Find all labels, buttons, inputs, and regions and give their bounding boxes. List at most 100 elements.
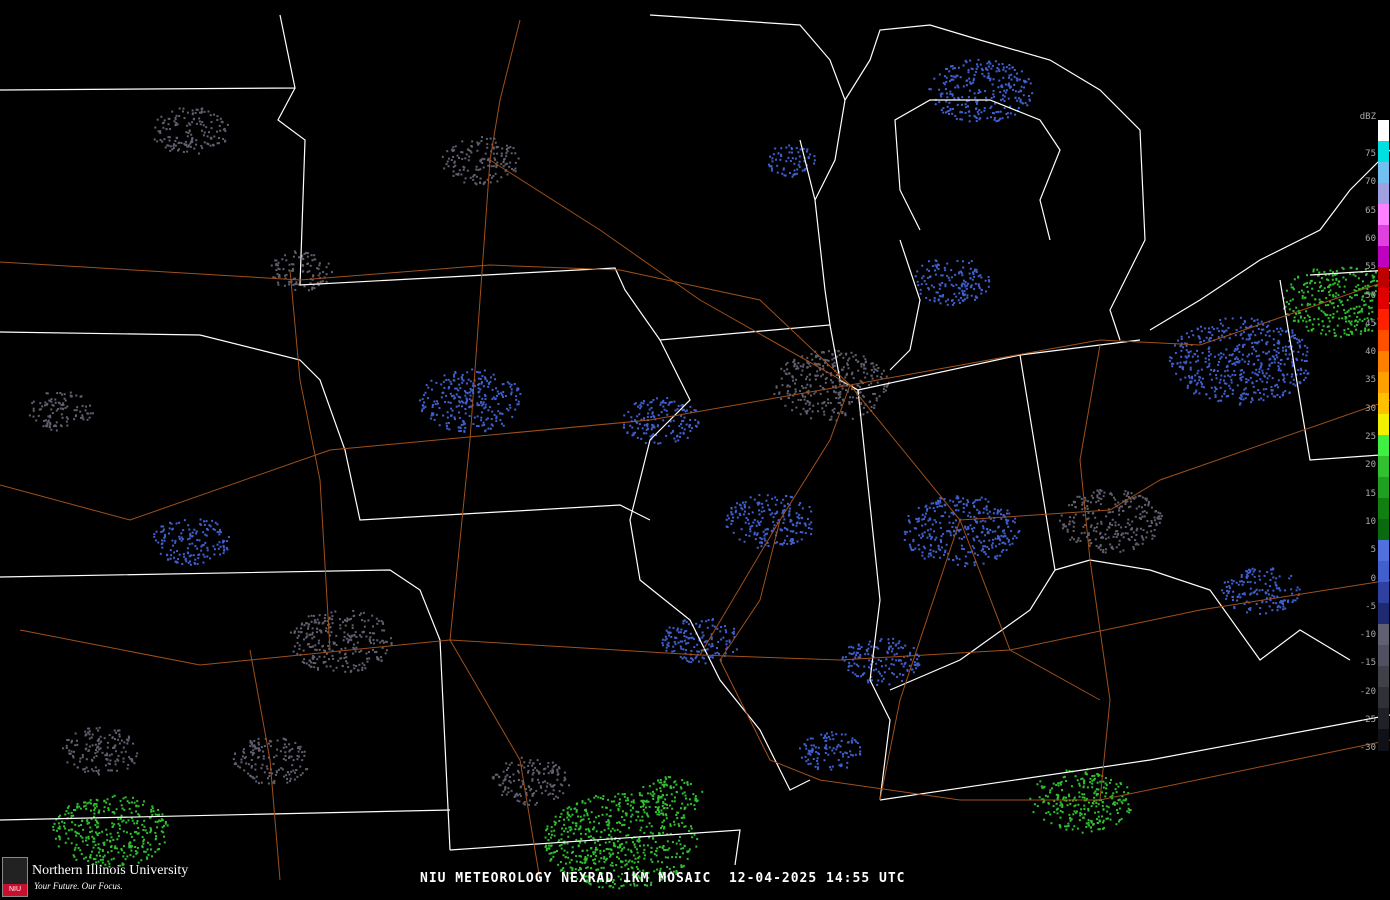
echo-pixel — [564, 778, 567, 781]
echo-pixel — [790, 146, 793, 149]
echo-pixel — [704, 662, 707, 665]
echo-pixel — [357, 669, 360, 672]
echo-pixel — [1345, 333, 1348, 336]
echo-pixel — [1349, 272, 1352, 275]
echo-pixel — [156, 826, 159, 829]
echo-pixel — [568, 784, 571, 787]
echo-pixel — [284, 274, 287, 277]
echo-pixel — [1288, 345, 1291, 348]
echo-pixel — [903, 538, 906, 541]
echo-pixel — [535, 789, 538, 792]
echo-pixel — [935, 264, 938, 267]
echo-pixel — [458, 169, 461, 172]
echo-pixel — [1276, 356, 1279, 359]
echo-pixel — [762, 530, 765, 533]
echo-pixel — [535, 769, 538, 772]
echo-pixel — [85, 758, 88, 761]
echo-pixel — [1335, 292, 1338, 295]
echo-pixel — [1225, 586, 1228, 589]
echo-pixel — [761, 516, 764, 519]
echo-pixel — [506, 150, 509, 153]
echo-pixel — [219, 545, 222, 548]
echo-pixel — [124, 858, 127, 861]
echo-pixel — [117, 835, 120, 838]
echo-pixel — [838, 764, 841, 767]
echo-pixel — [759, 520, 762, 523]
echo-pixel — [1255, 602, 1258, 605]
echo-pixel — [482, 166, 485, 169]
echo-pixel — [801, 393, 804, 396]
echo-pixel — [293, 283, 296, 286]
echo-pixel — [361, 619, 364, 622]
echo-pixel — [191, 141, 194, 144]
echo-pixel — [1229, 387, 1232, 390]
echo-pixel — [629, 424, 632, 427]
echo-pixel — [94, 766, 97, 769]
echo-pixel — [176, 550, 179, 553]
echo-pixel — [1289, 347, 1292, 350]
echo-pixel — [502, 790, 505, 793]
echo-pixel — [449, 401, 452, 404]
echo-pixel — [86, 418, 89, 421]
echo-pixel — [507, 787, 510, 790]
echo-pixel — [376, 622, 379, 625]
echo-pixel — [160, 115, 163, 118]
echo-pixel — [1239, 334, 1242, 337]
echo-pixel — [1272, 589, 1275, 592]
echo-pixel — [487, 385, 490, 388]
echo-pixel — [793, 362, 796, 365]
echo-pixel — [1295, 312, 1298, 315]
echo-pixel — [303, 661, 306, 664]
echo-pixel — [484, 152, 487, 155]
echo-pixel — [366, 660, 369, 663]
echo-pixel — [1233, 607, 1236, 610]
echo-pixel — [1141, 510, 1144, 513]
echo-pixel — [472, 423, 475, 426]
echo-pixel — [291, 747, 294, 750]
echo-pixel — [180, 532, 183, 535]
echo-pixel — [1255, 373, 1258, 376]
echo-pixel — [914, 547, 917, 550]
echo-pixel — [281, 258, 284, 261]
echo-pixel — [1018, 529, 1021, 532]
echo-pixel — [642, 432, 645, 435]
echo-pixel — [1200, 383, 1203, 386]
echo-pixel — [293, 778, 296, 781]
echo-pixel — [1243, 320, 1246, 323]
echo-pixel — [273, 756, 276, 759]
echo-pixel — [795, 367, 798, 370]
echo-pixel — [136, 800, 139, 803]
echo-pixel — [188, 122, 191, 125]
echo-pixel — [300, 622, 303, 625]
echo-pixel — [52, 828, 55, 831]
echo-pixel — [952, 513, 955, 516]
echo-pixel — [298, 647, 301, 650]
echo-pixel — [222, 539, 225, 542]
echo-pixel — [980, 276, 983, 279]
echo-pixel — [937, 298, 940, 301]
echo-pixel — [452, 165, 455, 168]
echo-pixel — [59, 392, 62, 395]
echo-pixel — [1366, 292, 1369, 295]
echo-pixel — [928, 535, 931, 538]
echo-pixel — [169, 145, 172, 148]
echo-pixel — [1151, 534, 1154, 537]
echo-pixel — [921, 535, 924, 538]
echo-pixel — [340, 657, 343, 660]
echo-pixel — [1243, 602, 1246, 605]
echo-pixel — [687, 850, 690, 853]
echo-pixel — [1124, 503, 1127, 506]
echo-pixel — [926, 276, 929, 279]
echo-pixel — [1290, 375, 1293, 378]
echo-pixel — [840, 733, 843, 736]
echo-pixel — [1333, 328, 1336, 331]
echo-pixel — [368, 631, 371, 634]
echo-pixel — [124, 796, 127, 799]
echo-pixel — [133, 801, 136, 804]
echo-pixel — [682, 432, 685, 435]
echo-pixel — [798, 747, 801, 750]
echo-pixel — [1228, 337, 1231, 340]
echo-pixel — [442, 414, 445, 417]
echo-pixel — [671, 650, 674, 653]
echo-pixel — [732, 650, 735, 653]
